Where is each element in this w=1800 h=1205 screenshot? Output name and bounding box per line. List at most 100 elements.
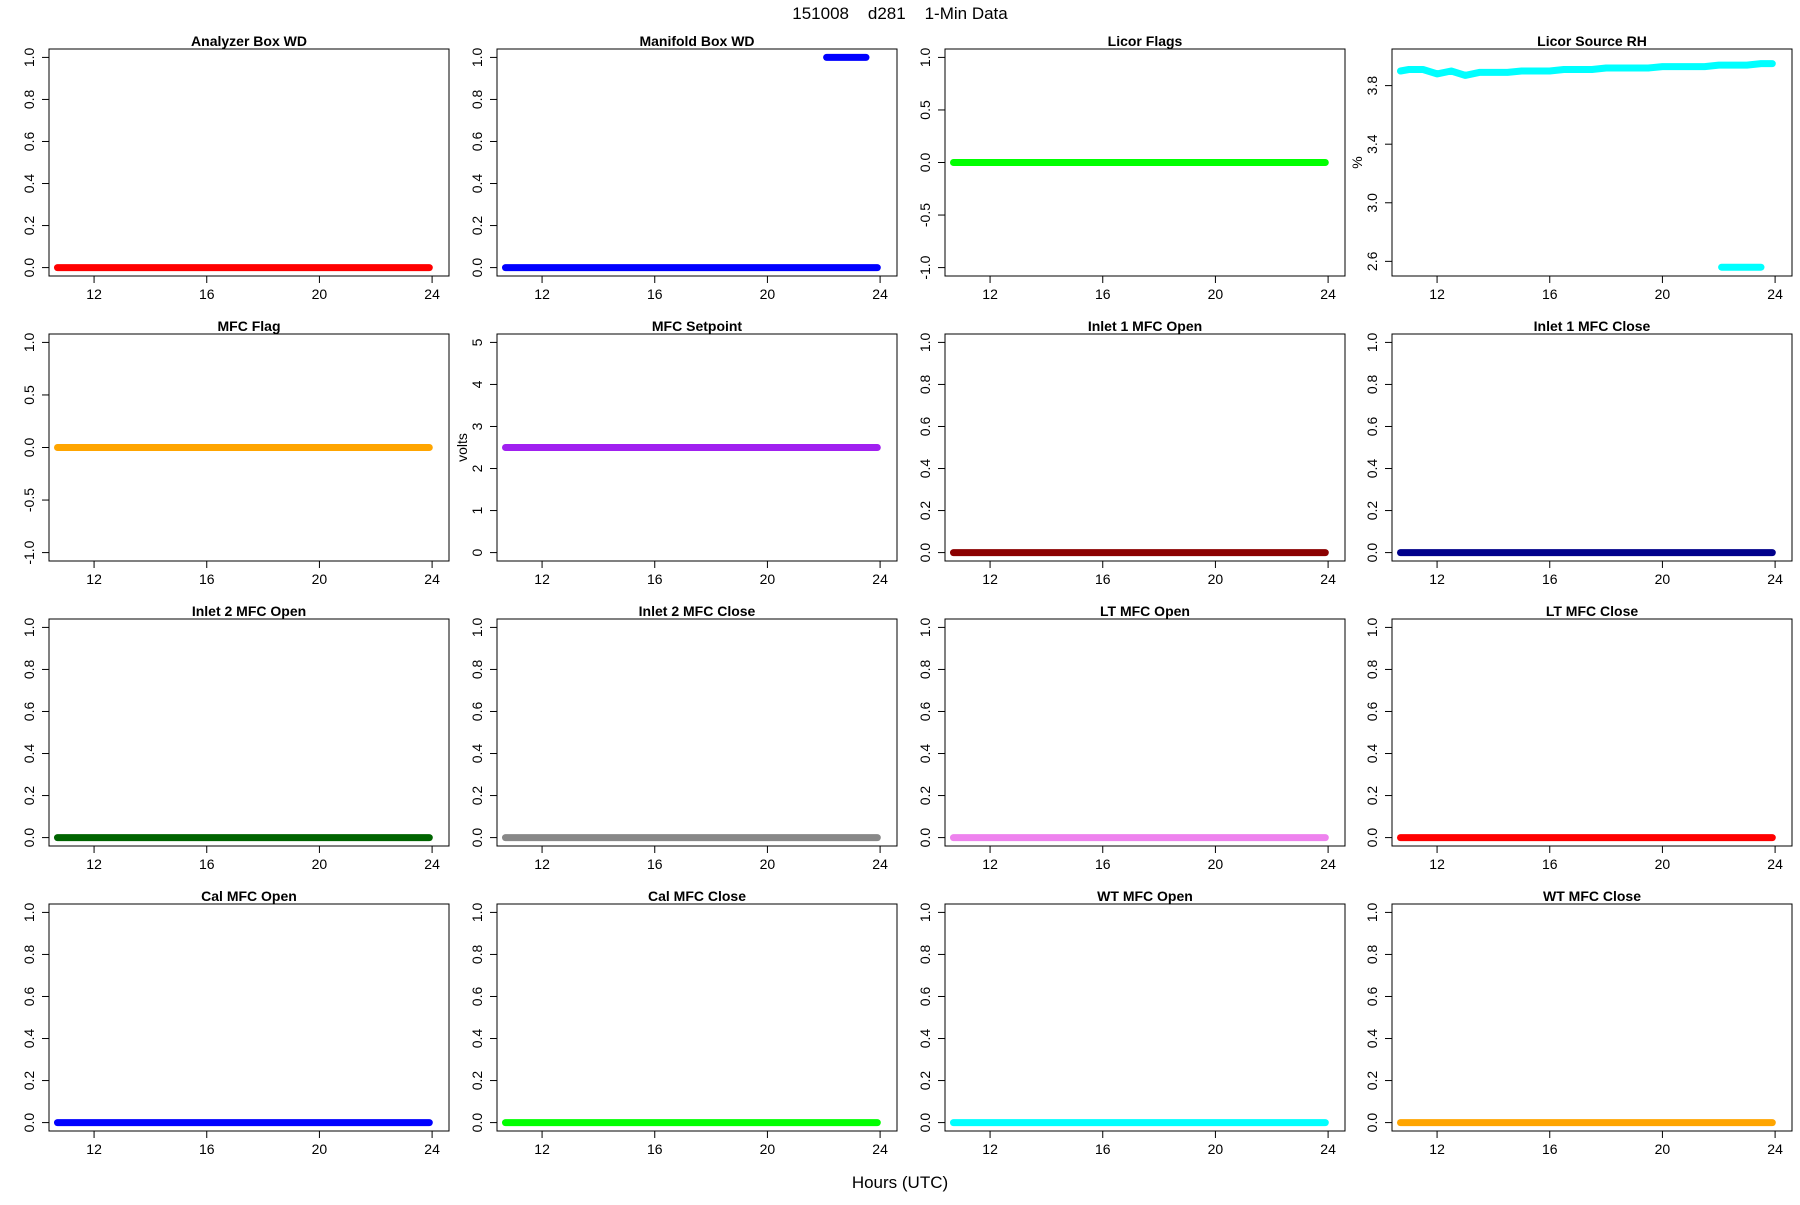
x-tick-label: 16 bbox=[647, 571, 663, 587]
y-tick-label: -0.5 bbox=[917, 203, 933, 227]
x-tick-label: 16 bbox=[199, 286, 215, 302]
chart-title: Cal MFC Open bbox=[201, 888, 297, 904]
chart-title: WT MFC Close bbox=[1543, 888, 1641, 904]
y-tick-label: 1.0 bbox=[917, 902, 933, 922]
plot-frame bbox=[1391, 903, 1793, 1132]
x-tick-label: 24 bbox=[1320, 571, 1336, 587]
y-tick-label: 1.0 bbox=[21, 617, 37, 637]
x-tick-label: 12 bbox=[86, 856, 102, 872]
y-tick-label: 0.8 bbox=[917, 375, 933, 395]
x-tick-label: 24 bbox=[1767, 856, 1783, 872]
chart-title: Inlet 1 MFC Open bbox=[1088, 318, 1202, 334]
y-tick-label: 0.2 bbox=[1364, 501, 1380, 521]
x-tick-label: 20 bbox=[1208, 1141, 1224, 1157]
x-tick-label: 12 bbox=[1429, 856, 1445, 872]
y-tick-label: 0.4 bbox=[1364, 1029, 1380, 1049]
y-tick-label: 1.0 bbox=[1364, 902, 1380, 922]
x-tick-label: 20 bbox=[312, 286, 328, 302]
y-tick-label: -1.0 bbox=[21, 540, 37, 564]
y-tick-label: 0.2 bbox=[469, 216, 485, 236]
panel-licor-flags: Licor Flags 12 16 20 24 -1.0 -0.5 0.0 0.5 1.0 bbox=[917, 33, 1346, 302]
y-tick-label: 1 bbox=[469, 506, 485, 514]
y-tick-label: 1.0 bbox=[917, 47, 933, 67]
y-tick-label: 0.0 bbox=[21, 1113, 37, 1133]
plot-frame bbox=[944, 618, 1346, 847]
panel-inlet-1-mfc-close: Inlet 1 MFC Close 12 16 20 24 0.0 0.2 0.4 0.6 0.8… bbox=[1364, 318, 1793, 587]
x-tick-label: 16 bbox=[1095, 286, 1111, 302]
y-tick-label: 3 bbox=[469, 422, 485, 430]
chart-title: Inlet 1 MFC Close bbox=[1534, 318, 1651, 334]
y-tick-label: 0.4 bbox=[21, 1029, 37, 1049]
y-tick-label: 0.0 bbox=[1364, 1113, 1380, 1133]
chart-title: LT MFC Open bbox=[1100, 603, 1190, 619]
x-tick-label: 20 bbox=[1655, 856, 1671, 872]
y-tick-label: 0.8 bbox=[1364, 375, 1380, 395]
y-tick-label: 0.6 bbox=[1364, 702, 1380, 722]
y-tick-label: -0.5 bbox=[21, 488, 37, 512]
chart-title: LT MFC Close bbox=[1546, 603, 1639, 619]
plot-frame bbox=[496, 618, 898, 847]
y-tick-label: 0.8 bbox=[917, 945, 933, 965]
y-tick-label: 0.2 bbox=[469, 786, 485, 806]
y-tick-label: 0.6 bbox=[469, 702, 485, 722]
y-tick-label: 2.6 bbox=[1364, 251, 1380, 271]
x-tick-label: 12 bbox=[1429, 571, 1445, 587]
y-tick-label: 1.0 bbox=[21, 902, 37, 922]
y-tick-label: 0.6 bbox=[469, 987, 485, 1007]
y-tick-label: 0.6 bbox=[1364, 417, 1380, 437]
y-tick-label: 0.6 bbox=[21, 132, 37, 152]
x-tick-label: 12 bbox=[86, 571, 102, 587]
y-tick-label: 0.6 bbox=[917, 417, 933, 437]
chart-title: MFC Setpoint bbox=[652, 318, 743, 334]
figure-x-label: Hours (UTC) bbox=[852, 1173, 948, 1192]
panel-inlet-1-mfc-open: Inlet 1 MFC Open 12 16 20 24 0.0 0.2 0.4 0.6 0.8 1… bbox=[917, 318, 1346, 587]
y-tick-label: 0.0 bbox=[1364, 543, 1380, 563]
panel-lt-mfc-open: LT MFC Open 12 16 20 24 0.0 0.2 0.4 0.6 0.8 1.0 bbox=[917, 603, 1346, 872]
chart-title: Cal MFC Close bbox=[648, 888, 746, 904]
x-tick-label: 24 bbox=[424, 1141, 440, 1157]
y-tick-label: 0.0 bbox=[21, 438, 37, 458]
y-tick-label: -1.0 bbox=[917, 255, 933, 279]
x-tick-label: 20 bbox=[1655, 286, 1671, 302]
y-tick-label: 1.0 bbox=[21, 332, 37, 352]
chart-title: WT MFC Open bbox=[1097, 888, 1193, 904]
y-tick-label: 0.0 bbox=[21, 258, 37, 278]
x-tick-label: 16 bbox=[1542, 1141, 1558, 1157]
y-tick-label: 0.5 bbox=[917, 100, 933, 120]
x-tick-label: 20 bbox=[760, 571, 776, 587]
chart-title: Manifold Box WD bbox=[639, 33, 754, 49]
y-tick-label: 0.0 bbox=[469, 1113, 485, 1133]
x-tick-label: 16 bbox=[1542, 571, 1558, 587]
x-tick-label: 16 bbox=[647, 1141, 663, 1157]
y-tick-label: 0.4 bbox=[469, 1029, 485, 1049]
x-tick-label: 24 bbox=[1320, 1141, 1336, 1157]
y-tick-label: 1.0 bbox=[469, 47, 485, 67]
y-tick-label: 0.8 bbox=[1364, 660, 1380, 680]
y-tick-label: 4 bbox=[469, 380, 485, 388]
panel-cal-mfc-open: Cal MFC Open 12 16 20 24 0.0 0.2 0.4 0.6 0.8 1.0 bbox=[21, 888, 450, 1157]
y-tick-label: 0.6 bbox=[1364, 987, 1380, 1007]
plot-frame bbox=[1391, 48, 1793, 277]
plot-frame bbox=[1391, 618, 1793, 847]
y-tick-label: 0.4 bbox=[917, 459, 933, 479]
panel-inlet-2-mfc-close: Inlet 2 MFC Close 12 16 20 24 0.0 0.2 0.4 0.6 0.8… bbox=[469, 603, 898, 872]
chart-title: Licor Flags bbox=[1108, 33, 1183, 49]
x-tick-label: 16 bbox=[1542, 856, 1558, 872]
chart-title: MFC Flag bbox=[218, 318, 281, 334]
x-tick-label: 20 bbox=[312, 571, 328, 587]
panel-wt-mfc-open: WT MFC Open 12 16 20 24 0.0 0.2 0.4 0.6 0.8 1.0 bbox=[917, 888, 1346, 1157]
y-tick-label: 0.2 bbox=[21, 1071, 37, 1091]
chart-title: Inlet 2 MFC Open bbox=[192, 603, 306, 619]
x-tick-label: 12 bbox=[1429, 1141, 1445, 1157]
plot-frame bbox=[944, 333, 1346, 562]
x-tick-label: 24 bbox=[424, 856, 440, 872]
y-axis-label: % bbox=[1349, 156, 1365, 168]
y-tick-label: 0.0 bbox=[917, 828, 933, 848]
y-tick-label: 0.0 bbox=[1364, 828, 1380, 848]
x-tick-label: 20 bbox=[760, 1141, 776, 1157]
panel-inlet-2-mfc-open: Inlet 2 MFC Open 12 16 20 24 0.0 0.2 0.4 0.6 0.8 1… bbox=[21, 603, 450, 872]
y-tick-label: 1.0 bbox=[469, 617, 485, 637]
x-tick-label: 12 bbox=[534, 1141, 550, 1157]
